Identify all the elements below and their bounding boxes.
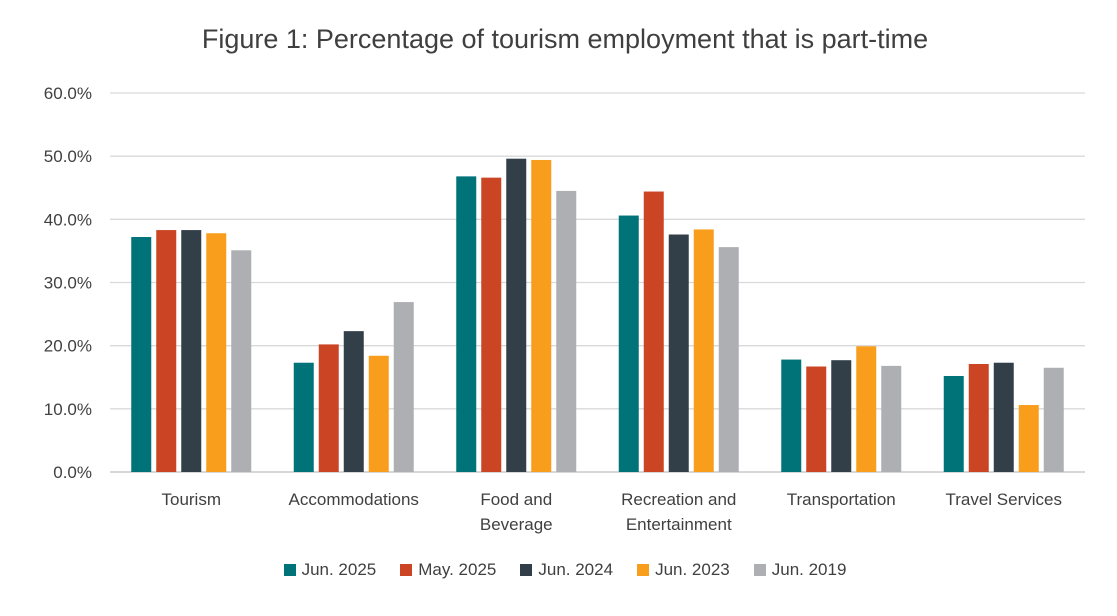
bar [481, 177, 502, 473]
y-tick-label: 40.0% [44, 210, 92, 229]
y-tick-label: 60.0% [44, 84, 92, 103]
bar [806, 366, 827, 472]
x-axis-category-labels: Tourism Accommodations Food and Beverage Rec… [161, 490, 1062, 534]
bar [293, 362, 314, 472]
bar [231, 250, 252, 472]
bar [181, 230, 202, 472]
legend-label: Jun. 2025 [301, 560, 377, 579]
legend: Jun. 2025 May. 2025 Jun. 2024 Jun. 2023 Jun.… [0, 560, 1117, 580]
legend-swatch [753, 564, 766, 576]
x-category-label: Accommodations [289, 490, 419, 509]
legend-swatch [637, 564, 650, 576]
y-tick-label: 0.0% [53, 463, 92, 482]
bar [831, 360, 852, 472]
legend-item: May. 2025 [400, 560, 496, 580]
legend-item: Jun. 2019 [753, 560, 847, 580]
bar [206, 233, 227, 472]
chart-title: Figure 1: Percentage of tourism employme… [201, 24, 929, 54]
legend-swatch [283, 564, 296, 576]
x-category-label: Food and Beverage [480, 490, 553, 534]
bar [156, 230, 177, 472]
bar [456, 176, 477, 472]
bar [718, 247, 739, 472]
y-tick-label: 20.0% [44, 337, 92, 356]
bar [556, 190, 577, 473]
bar [531, 159, 552, 472]
y-axis-tick-labels: 0.0% 10.0% 20.0% 30.0% 40.0% 50.0% 60.0% [44, 84, 92, 482]
bar [643, 191, 664, 473]
bar [856, 346, 877, 472]
bar [1018, 405, 1039, 472]
legend-label: Jun. 2019 [771, 560, 847, 579]
bar [506, 158, 527, 472]
x-category-label: Tourism [161, 490, 221, 509]
bar [131, 237, 152, 472]
legend-item: Jun. 2024 [520, 560, 613, 580]
bar [318, 344, 339, 472]
bar [693, 229, 714, 472]
bar [343, 331, 364, 472]
bar [618, 215, 639, 472]
legend-label: Jun. 2023 [655, 560, 730, 579]
y-tick-label: 50.0% [44, 147, 92, 166]
y-tick-label: 30.0% [44, 274, 92, 293]
bar [1043, 367, 1064, 472]
bars [131, 158, 1064, 473]
legend-item: Jun. 2025 [283, 560, 377, 580]
bar [943, 375, 964, 472]
x-category-label: Transportation [787, 490, 896, 509]
bar [668, 234, 689, 472]
legend-swatch [400, 564, 413, 576]
gridlines [110, 92, 1085, 473]
bar [968, 363, 989, 472]
bar [368, 355, 389, 472]
legend-label: May. 2025 [418, 560, 497, 579]
legend-label: Jun. 2024 [538, 560, 614, 579]
bar [881, 365, 902, 472]
bar [393, 302, 414, 472]
x-category-label: Travel Services [945, 490, 1062, 509]
bar [993, 362, 1014, 472]
bar [781, 359, 802, 472]
x-category-label: Recreation and Entertainment [621, 490, 736, 534]
legend-item: Jun. 2023 [637, 560, 730, 580]
legend-swatch [520, 564, 533, 576]
y-tick-label: 10.0% [44, 400, 92, 419]
